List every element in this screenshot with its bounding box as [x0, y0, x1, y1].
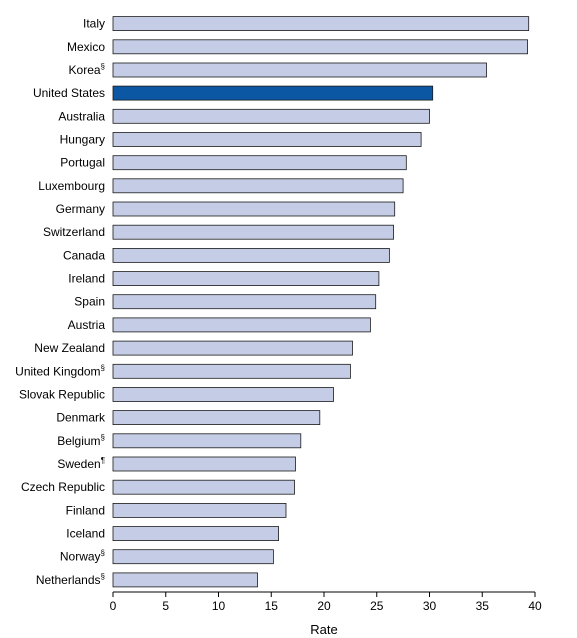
x-tick-label: 25: [370, 599, 384, 613]
category-label-united-states: United States: [33, 86, 105, 100]
category-label-slovak-republic: Slovak Republic: [19, 388, 105, 402]
bar-ireland: [112, 271, 380, 287]
category-label-luxembourg: Luxembourg: [38, 179, 105, 193]
bar-united-kingdom: [112, 363, 351, 379]
x-tick-label: 30: [423, 599, 437, 613]
category-label-switzerland: Switzerland: [43, 225, 105, 239]
category-label-ireland: Ireland: [68, 272, 105, 286]
bar-netherlands: [112, 572, 258, 588]
x-tick-label: 10: [212, 599, 226, 613]
x-axis-title: Rate: [310, 622, 337, 637]
bar-hungary: [112, 132, 422, 147]
bars-group: [112, 16, 530, 588]
category-label-australia: Australia: [58, 109, 105, 123]
x-tick-label: 35: [476, 599, 490, 613]
category-label-italy: Italy: [83, 17, 105, 31]
category-label-hungary: Hungary: [60, 133, 105, 147]
category-label-spain: Spain: [74, 295, 105, 309]
category-label-iceland: Iceland: [66, 527, 105, 541]
bar-norway: [112, 549, 274, 565]
bar-czech-republic: [112, 479, 295, 495]
bar-luxembourg: [112, 178, 404, 194]
category-label-canada: Canada: [63, 248, 105, 262]
x-tick-label: 15: [265, 599, 279, 613]
bar-united-states: [112, 85, 434, 101]
category-label-denmark: Denmark: [56, 411, 106, 425]
category-label-austria: Austria: [68, 318, 106, 332]
bar-iceland: [112, 526, 280, 541]
bar-canada: [112, 247, 390, 263]
bar-portugal: [112, 155, 407, 171]
category-label-mexico: Mexico: [67, 40, 105, 54]
bar-switzerland: [112, 224, 395, 240]
bar-mexico: [112, 39, 529, 55]
category-label-new-zealand: New Zealand: [34, 341, 105, 355]
category-labels: Italy Mexico Korea§ United States Australia H…: [15, 17, 106, 587]
bar-italy: [112, 16, 530, 32]
bar-denmark: [112, 410, 321, 426]
x-tick-label: 40: [528, 599, 542, 613]
bar-austria: [112, 317, 371, 333]
category-label-belgium: Belgium§: [57, 433, 105, 448]
bar-slovak-republic: [112, 387, 334, 402]
bar-germany: [112, 201, 396, 217]
bar-spain: [112, 294, 377, 310]
category-label-united-kingdom: United Kingdom§: [15, 363, 105, 378]
category-label-finland: Finland: [66, 503, 105, 517]
bar-new-zealand: [112, 340, 353, 356]
category-label-portugal: Portugal: [60, 156, 105, 170]
category-label-germany: Germany: [56, 202, 105, 216]
bar-korea: [112, 62, 487, 78]
category-label-netherlands: Netherlands§: [36, 572, 105, 587]
category-label-sweden: Sweden¶: [57, 456, 105, 471]
category-label-korea: Korea§: [69, 62, 105, 77]
x-tick-label: 20: [317, 599, 331, 613]
bar-sweden: [112, 456, 296, 472]
x-axis: 0 5 10 15 20 25 30 35 40: [110, 591, 542, 613]
category-label-czech-republic: Czech Republic: [21, 480, 105, 494]
bar-finland: [112, 502, 287, 518]
bar-belgium: [112, 433, 302, 449]
x-tick-label: 5: [162, 599, 169, 613]
bar-australia: [112, 108, 430, 124]
x-tick-label: 0: [110, 599, 117, 613]
category-label-norway: Norway§: [60, 549, 105, 564]
